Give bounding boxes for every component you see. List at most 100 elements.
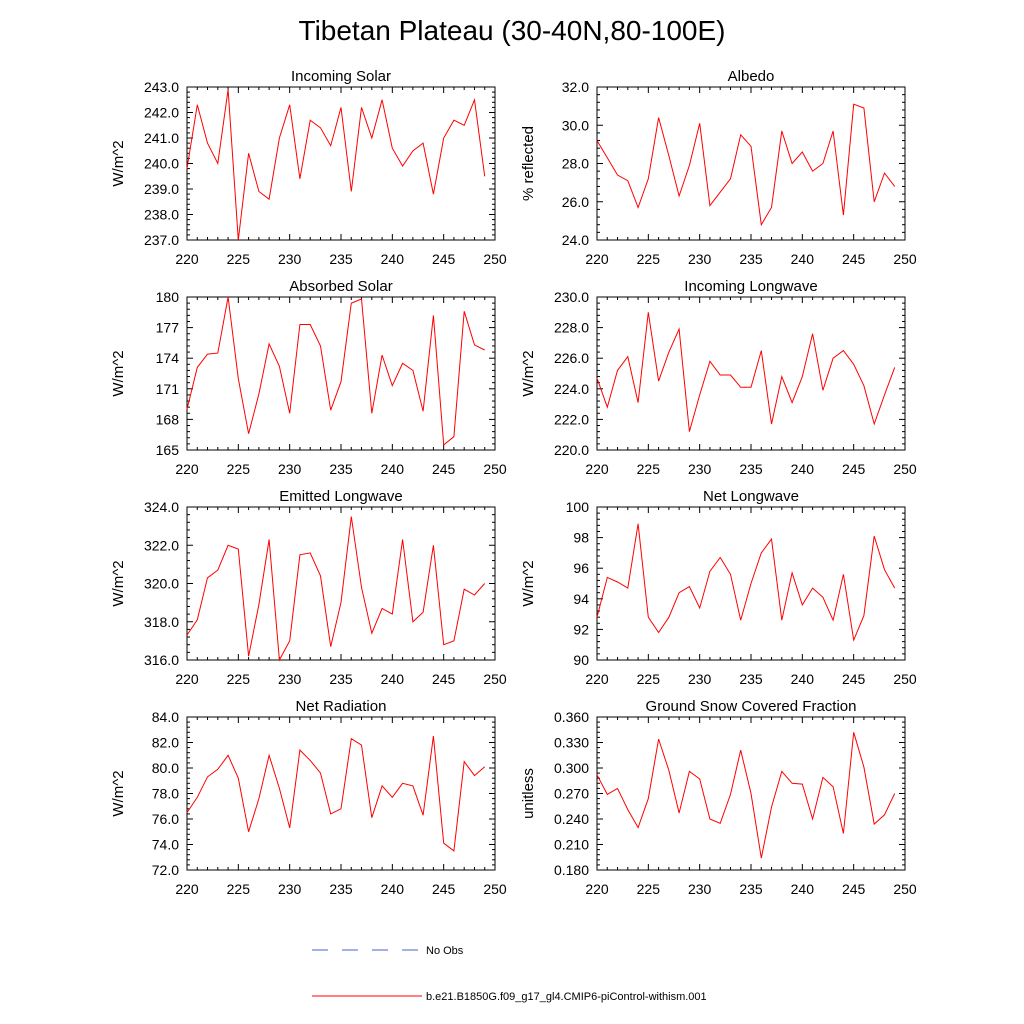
chart-0-ytick-label: 240.0 <box>144 156 179 172</box>
chart-3-xtick-label: 235 <box>739 461 763 477</box>
chart-0-xtick-label: 225 <box>227 251 251 267</box>
chart-6: Net Radiation W/m^2 220 225 230 235 240 245 250 7… <box>110 698 507 897</box>
chart-2-series-0-line <box>186 296 485 446</box>
chart-0-title: Incoming Solar <box>291 68 391 85</box>
chart-4-ytick-label: 324.0 <box>144 499 179 515</box>
chart-0-xtick-label: 250 <box>483 251 507 267</box>
chart-1-title: Albedo <box>728 68 775 85</box>
chart-4-ylabel: W/m^2 <box>110 560 127 606</box>
chart-3-xtick-label: 240 <box>791 461 815 477</box>
chart-4-ytick-label: 318.0 <box>144 614 179 630</box>
legend-model-label: b.e21.B1850G.f09_g17_gl4.CMIP6-piControl… <box>426 991 707 1003</box>
chart-6-xtick-label: 245 <box>432 881 456 897</box>
chart-1-xtick-label: 240 <box>791 251 815 267</box>
chart-4-ytick-label: 322.0 <box>144 537 179 553</box>
chart-5-ytick-label: 100 <box>566 499 590 515</box>
chart-3-xtick-label: 220 <box>585 461 609 477</box>
chart-3-ylabel: W/m^2 <box>520 350 537 396</box>
chart-7: Ground Snow Covered Fraction unitless 220 2… <box>520 698 917 897</box>
chart-6-xtick-label: 220 <box>175 881 199 897</box>
chart-4-xtick-label: 245 <box>432 671 456 687</box>
chart-7-ylabel: unitless <box>520 768 537 819</box>
chart-7-xtick-label: 235 <box>739 881 763 897</box>
chart-4-title: Emitted Longwave <box>279 488 402 505</box>
chart-1-ytick-label: 26.0 <box>562 194 589 210</box>
chart-5-xtick-label: 220 <box>585 671 609 687</box>
chart-1-xtick-label: 235 <box>739 251 763 267</box>
chart-7-ytick-label: 0.240 <box>554 811 589 827</box>
chart-1-ytick-label: 28.0 <box>562 156 589 172</box>
chart-5-xtick-label: 250 <box>893 671 917 687</box>
chart-7-ytick-label: 0.180 <box>554 862 589 878</box>
chart-7-ytick-label: 0.360 <box>554 709 589 725</box>
chart-5-xtick-label: 240 <box>791 671 815 687</box>
chart-6-ylabel: W/m^2 <box>110 770 127 816</box>
chart-7-ytick-label: 0.300 <box>554 760 589 776</box>
chart-6-xtick-label: 250 <box>483 881 507 897</box>
chart-1-ytick-label: 30.0 <box>562 117 589 133</box>
legend-no-obs-label: No Obs <box>426 945 464 957</box>
chart-7-series-0-line <box>596 732 896 859</box>
chart-3-ytick-label: 222.0 <box>554 411 589 427</box>
chart-2-frame <box>186 296 496 451</box>
chart-2-xtick-label: 245 <box>432 461 456 477</box>
chart-2-xtick-label: 230 <box>278 461 302 477</box>
chart-7-xtick-label: 245 <box>842 881 866 897</box>
chart-4-xtick-label: 225 <box>227 671 251 687</box>
chart-0-ytick-label: 237.0 <box>144 232 179 248</box>
chart-2-xtick-label: 250 <box>483 461 507 477</box>
chart-0-ytick-label: 239.0 <box>144 181 179 197</box>
chart-3-series-0-line <box>596 312 896 432</box>
chart-0-ytick-label: 242.0 <box>144 105 179 121</box>
chart-7-ytick-label: 0.270 <box>554 786 589 802</box>
chart-7-ytick-label: 0.330 <box>554 735 589 751</box>
chart-1-ytick-label: 24.0 <box>562 232 589 248</box>
chart-4-ytick-label: 316.0 <box>144 652 179 668</box>
chart-1-series-0-line <box>596 103 896 227</box>
chart-6-ytick-label: 76.0 <box>152 811 179 827</box>
chart-5-xtick-label: 235 <box>739 671 763 687</box>
chart-3-xtick-label: 245 <box>842 461 866 477</box>
panel-grid: Incoming Solar W/m^2 220 225 230 235 240 245 250… <box>110 68 917 897</box>
chart-1-xtick-label: 250 <box>893 251 917 267</box>
chart-0-xtick-label: 220 <box>175 251 199 267</box>
chart-3: Incoming Longwave W/m^2 220 225 230 235 240 245… <box>520 278 917 477</box>
chart-0-ylabel: W/m^2 <box>110 140 127 186</box>
chart-0-xtick-label: 240 <box>381 251 405 267</box>
chart-2-title: Absorbed Solar <box>289 278 392 295</box>
chart-6-ytick-label: 80.0 <box>152 760 179 776</box>
chart-4-series-0-line <box>186 516 486 662</box>
chart-2-ytick-label: 165 <box>156 442 180 458</box>
chart-3-ytick-label: 224.0 <box>554 381 589 397</box>
chart-4-xtick-label: 230 <box>278 671 302 687</box>
chart-0-ytick-label: 241.0 <box>144 130 179 146</box>
figure-title: Tibetan Plateau (30-40N,80-100E) <box>299 15 726 46</box>
chart-5-series-0-line <box>596 523 896 642</box>
chart-1-ylabel: % reflected <box>520 126 537 201</box>
chart-5-ytick-label: 92 <box>573 621 589 637</box>
chart-6-ytick-label: 78.0 <box>152 786 179 802</box>
chart-6-ytick-label: 84.0 <box>152 709 179 725</box>
chart-7-xtick-label: 240 <box>791 881 815 897</box>
legend: No Obs b.e21.B1850G.f09_g17_gl4.CMIP6-pi… <box>312 945 707 1003</box>
chart-4-ytick-label: 320.0 <box>144 576 179 592</box>
chart-5-ytick-label: 96 <box>573 560 589 576</box>
chart-3-ytick-label: 230.0 <box>554 289 589 305</box>
chart-2-ytick-label: 171 <box>156 381 180 397</box>
chart-4-xtick-label: 240 <box>381 671 405 687</box>
chart-0-xtick-label: 235 <box>329 251 353 267</box>
chart-4-xtick-label: 250 <box>483 671 507 687</box>
chart-1-ytick-label: 32.0 <box>562 79 589 95</box>
chart-5-ylabel: W/m^2 <box>520 560 537 606</box>
chart-6-xtick-label: 225 <box>227 881 251 897</box>
chart-0-series-0-line <box>186 89 486 241</box>
chart-6-ytick-label: 82.0 <box>152 735 179 751</box>
chart-0-ytick-label: 243.0 <box>144 79 179 95</box>
chart-2-ytick-label: 168 <box>156 411 180 427</box>
chart-7-xtick-label: 230 <box>688 881 712 897</box>
chart-5-title: Net Longwave <box>703 488 799 505</box>
chart-7-xtick-label: 225 <box>637 881 661 897</box>
chart-0-xtick-label: 245 <box>432 251 456 267</box>
chart-1-xtick-label: 245 <box>842 251 866 267</box>
